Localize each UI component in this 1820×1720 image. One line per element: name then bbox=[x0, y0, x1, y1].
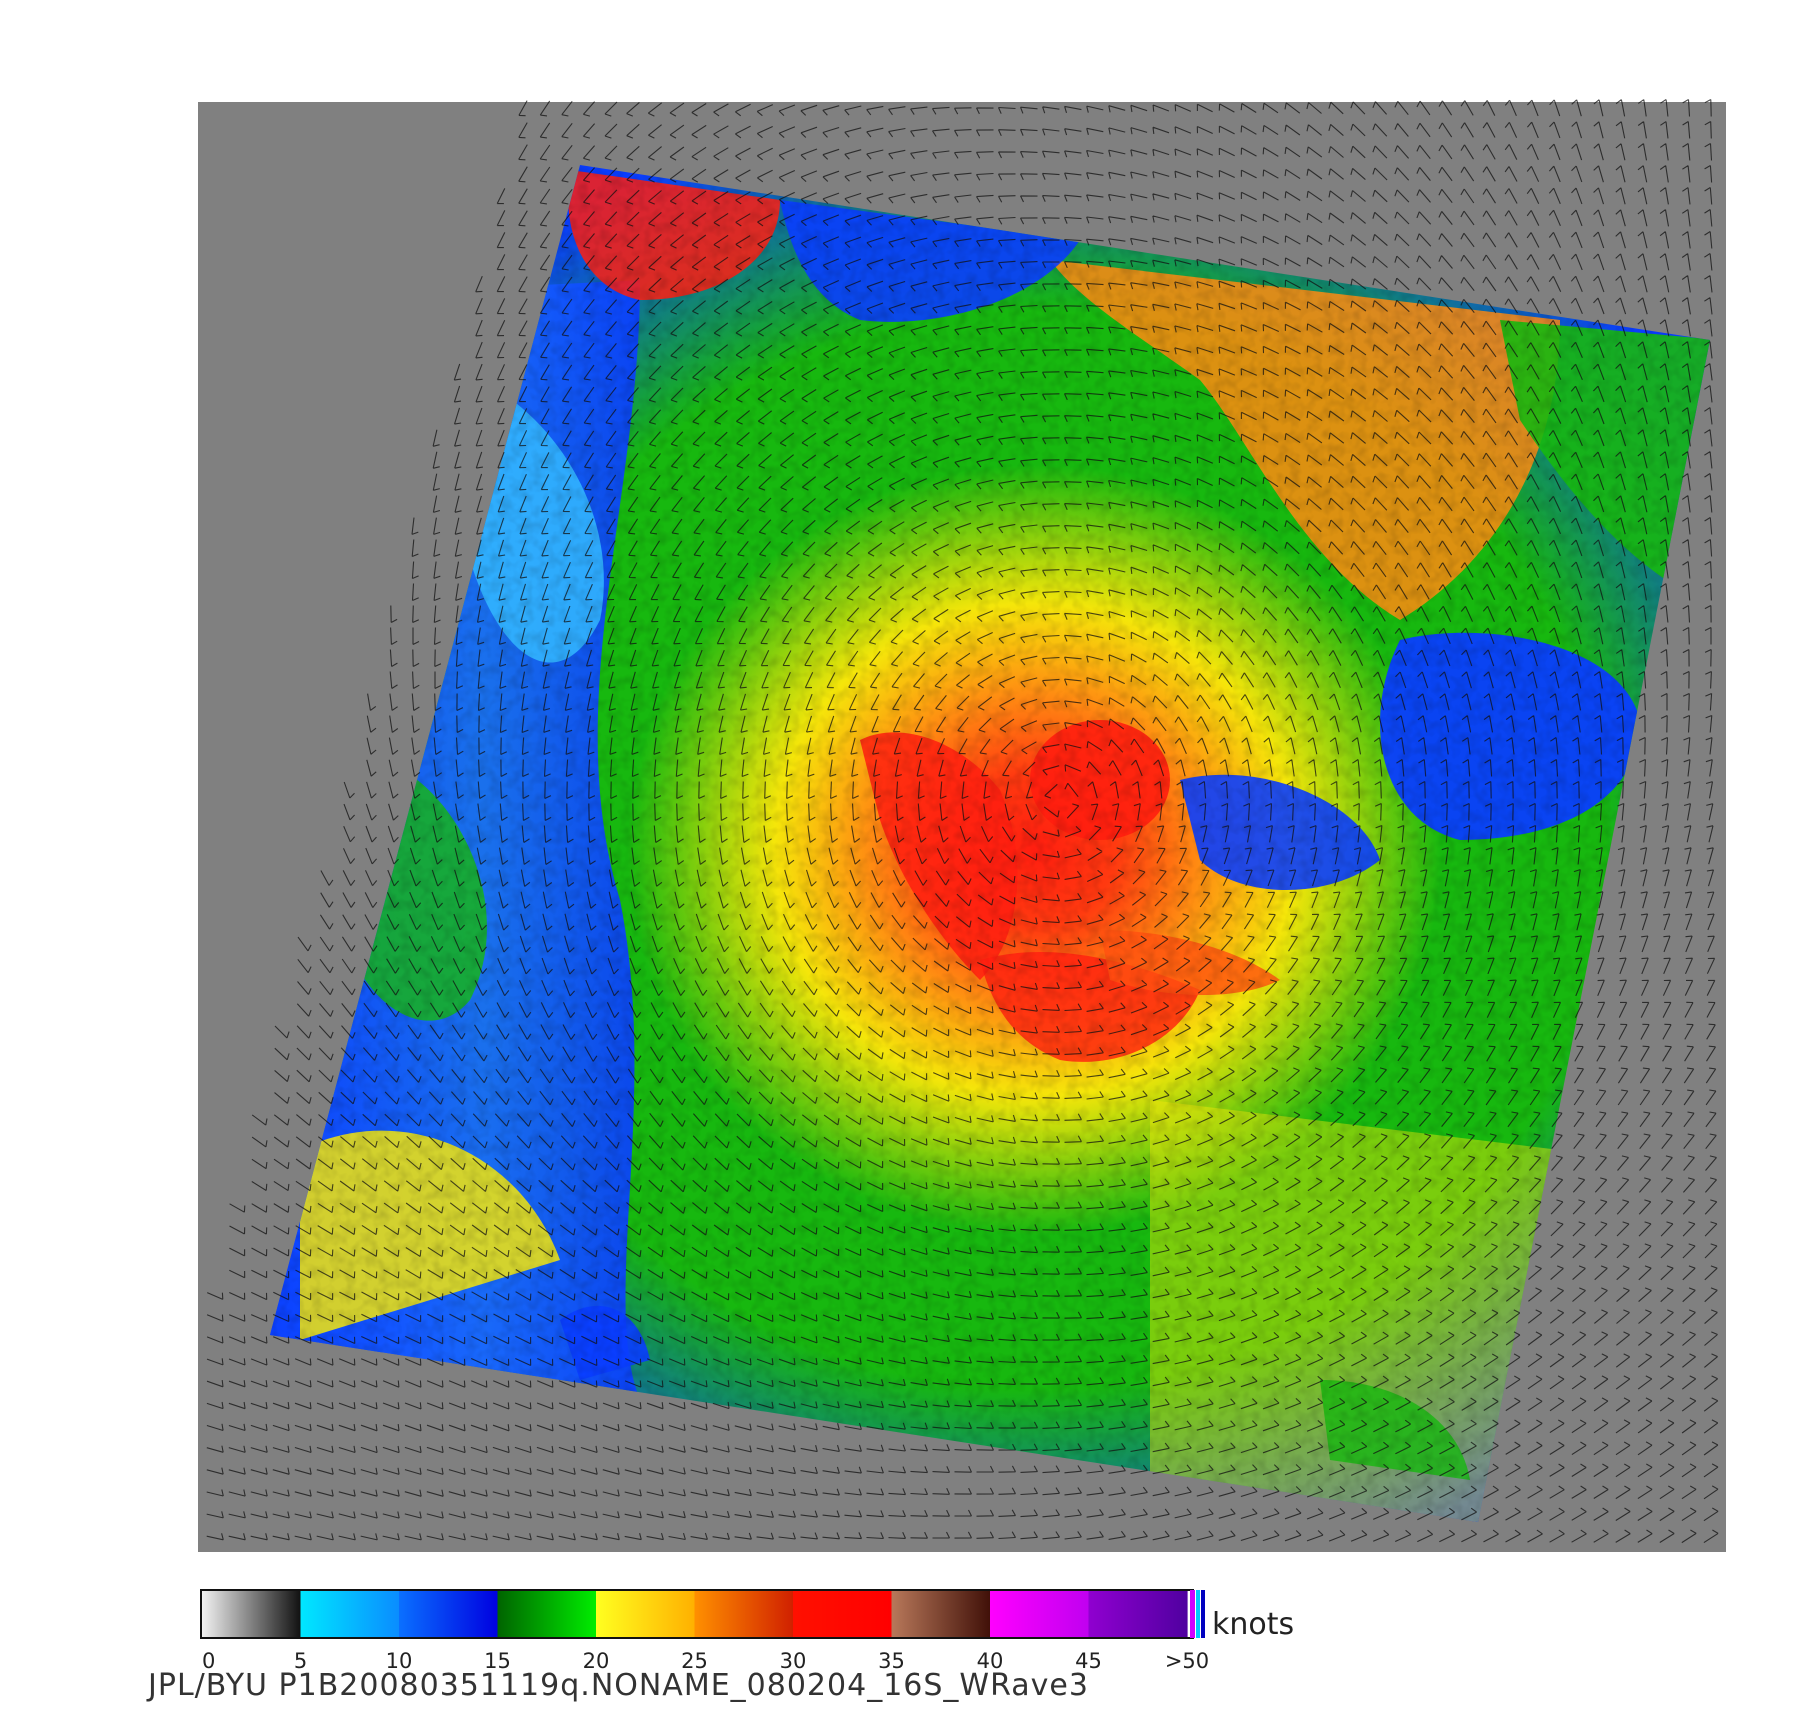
colorbar-units: knots bbox=[1212, 1607, 1294, 1642]
colorbar-tick-label: 20 bbox=[583, 1649, 610, 1673]
colorbar-segment bbox=[202, 1591, 302, 1637]
colorbar-tick-label: 25 bbox=[681, 1649, 708, 1673]
colorbar-tick-label: 15 bbox=[484, 1649, 511, 1673]
colorbar-segment bbox=[891, 1591, 991, 1637]
colorbar-tick-label: >50 bbox=[1165, 1649, 1209, 1673]
image-caption: JPL/BYU P1B20080351119q.NONAME_080204_16… bbox=[148, 1668, 1089, 1703]
wind-barbs bbox=[206, 99, 1719, 1544]
colorbar-segment bbox=[300, 1591, 400, 1637]
colorbar-segment bbox=[497, 1591, 597, 1637]
colorbar-tick-label: 40 bbox=[977, 1649, 1004, 1673]
colorbar-segment bbox=[793, 1591, 893, 1637]
colorbar-tick-label: 45 bbox=[1075, 1649, 1102, 1673]
colorbar-segment bbox=[694, 1591, 794, 1637]
colorbar-segment bbox=[990, 1591, 1090, 1637]
colorbar-segment bbox=[399, 1591, 499, 1637]
wind-vector-field bbox=[206, 99, 1719, 1544]
colorbar: 0 5 10 15 20 25 30 35 40 45 >50 knots bbox=[200, 1589, 1294, 1673]
colorbar-segment bbox=[596, 1591, 696, 1637]
colorbar-tick-label: 0 bbox=[202, 1649, 215, 1673]
colorbar-tick-label: 35 bbox=[878, 1649, 905, 1673]
colorbar-segment bbox=[1088, 1591, 1188, 1637]
colorbar-tick-label: 5 bbox=[294, 1649, 307, 1673]
colorbar-tick-label: 10 bbox=[386, 1649, 413, 1673]
colorbar-tick-label: 30 bbox=[780, 1649, 807, 1673]
